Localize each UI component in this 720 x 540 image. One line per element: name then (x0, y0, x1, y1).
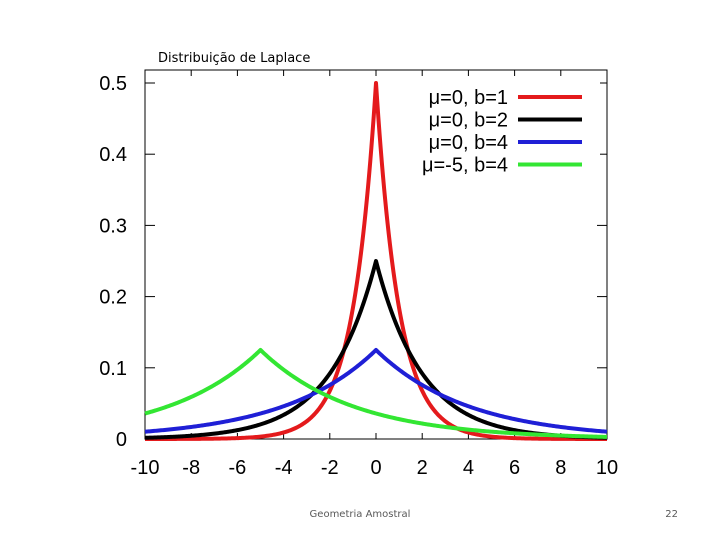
legend-label: μ=0, b=4 (429, 132, 508, 154)
y-tick-label: 0.3 (99, 215, 127, 237)
x-tick-label: 2 (417, 457, 428, 479)
x-tick-label: 6 (509, 457, 520, 479)
x-tick-label: 0 (370, 457, 381, 479)
x-tick-label: -4 (275, 457, 293, 479)
x-tick-label: 4 (463, 457, 474, 479)
footer-text: Geometria Amostral (309, 509, 411, 520)
x-tick-label: -10 (131, 457, 160, 479)
x-tick-label: 10 (596, 457, 618, 479)
chart-title: Distribuição de Laplace (158, 51, 311, 66)
series-line (144, 81, 608, 441)
series-line (144, 348, 608, 434)
y-tick-labels: 0 0.1 0.2 0.3 0.4 0.5 (99, 73, 127, 451)
series-lines (144, 81, 608, 441)
y-tick-label: 0.1 (99, 358, 127, 380)
x-tick-label: -8 (182, 457, 200, 479)
legend-label: μ=-5, b=4 (422, 155, 508, 177)
series-line (144, 348, 608, 439)
legend: μ=0, b=1μ=0, b=2μ=0, b=4μ=-5, b=4 (400, 80, 600, 192)
legend-label: μ=0, b=1 (429, 87, 508, 109)
x-tick-labels: -10 -8 -6 -4 -2 0 2 4 6 8 10 (131, 457, 619, 479)
x-tick-label: -6 (229, 457, 247, 479)
x-tick-label: 8 (555, 457, 566, 479)
y-tick-label: 0.5 (99, 73, 127, 95)
page-number: 22 (665, 509, 678, 520)
laplace-chart: -10 -8 -6 -4 -2 0 2 4 6 8 10 0 0.1 0.2 0.3 0.4 0.5 μ=0,… (99, 69, 619, 479)
legend-label: μ=0, b=2 (429, 110, 508, 132)
y-tick-label: 0 (116, 429, 127, 451)
x-tick-label: -2 (321, 457, 339, 479)
y-tick-label: 0.2 (99, 287, 127, 309)
y-tick-label: 0.4 (99, 144, 127, 166)
